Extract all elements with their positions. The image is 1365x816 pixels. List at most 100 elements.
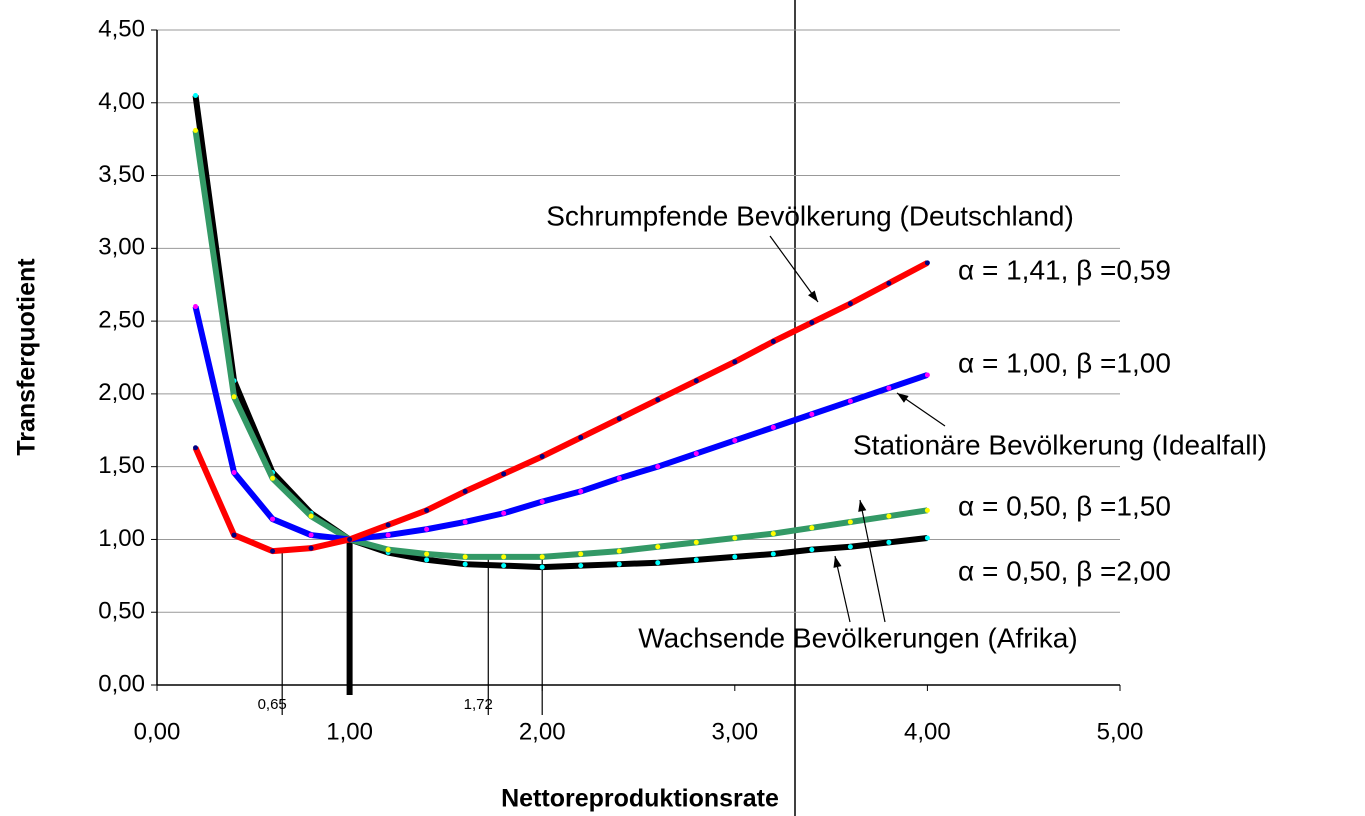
y-tick-label: 0,50 [98,598,145,625]
point-marker [270,475,276,481]
series-label: α = 0,50, β =1,50 [958,490,1171,521]
point-marker [924,260,930,266]
point-marker [924,507,930,513]
point-marker [501,563,507,569]
point-marker [308,513,314,519]
point-marker [539,554,545,560]
point-marker [578,435,584,441]
y-tick-label: 0,00 [98,670,145,697]
point-marker [578,563,584,569]
arrow-head [858,500,867,512]
point-marker [732,359,738,365]
series-line [192,260,929,555]
x-tick-label: 2,00 [519,718,566,745]
point-marker [462,519,468,525]
point-marker [693,539,699,545]
point-marker [501,554,507,560]
point-marker [193,93,199,98]
point-marker [847,301,853,307]
point-marker [770,531,776,537]
point-marker [462,554,468,560]
point-marker [847,519,853,525]
point-marker [693,557,699,563]
arrow-line [769,235,819,303]
y-tick-label: 3,50 [98,161,145,188]
point-marker [616,548,622,554]
annotation: Stationäre Bevölkerung (Idealfall) [853,429,1267,460]
y-tick-label: 2,50 [98,306,145,333]
point-marker [385,532,391,538]
series-label: α = 1,00, β =1,00 [958,347,1171,378]
point-marker [424,507,430,513]
point-marker [308,532,314,538]
point-marker [231,532,237,538]
point-marker [193,127,199,133]
point-marker [347,536,353,542]
point-marker [385,522,391,528]
arrow-head [897,393,909,403]
reference-label: 1,72 [464,696,493,713]
point-marker [308,545,314,551]
point-marker [655,560,661,566]
point-marker [732,535,738,541]
point-marker [655,464,661,470]
reference-label: 0,65 [258,696,287,713]
point-marker [732,437,738,443]
series-line [192,130,928,560]
point-marker [424,526,430,532]
point-marker [385,547,391,553]
point-marker [847,544,853,550]
point-marker [655,397,661,403]
annotation: Wachsende Bevölkerungen (Afrika) [638,622,1077,653]
point-marker [809,411,815,417]
y-tick-label: 4,50 [98,15,145,42]
point-marker [924,535,930,541]
x-tick-label: 0,00 [134,718,181,745]
y-tick-label: 4,00 [98,88,145,115]
annotation: Schrumpfende Bevölkerung (Deutschland) [546,200,1074,231]
point-marker [770,424,776,430]
point-marker [270,548,276,554]
point-marker [616,475,622,481]
point-marker [616,561,622,567]
point-marker [809,320,815,326]
point-marker [462,561,468,567]
point-marker [655,544,661,550]
x-tick-label: 3,00 [711,718,758,745]
point-marker [578,551,584,557]
point-marker [732,554,738,560]
y-tick-label: 1,00 [98,525,145,552]
point-marker [501,471,507,477]
point-marker [693,378,699,384]
arrow-head [833,556,842,568]
point-marker [231,469,237,475]
series-label: α = 0,50, β =2,00 [958,555,1171,586]
point-marker [193,445,199,451]
y-tick-label: 3,00 [98,234,145,261]
arrow-line [859,499,886,623]
point-marker [231,394,237,400]
point-marker [424,551,430,557]
point-marker [809,547,815,553]
series-line [192,305,929,543]
point-marker [886,513,892,519]
point-marker [193,304,199,310]
point-marker [578,488,584,494]
x-tick-label: 4,00 [904,718,951,745]
point-marker [616,416,622,422]
x-tick-label: 1,00 [326,718,373,745]
point-marker [501,510,507,516]
point-marker [424,557,430,563]
point-marker [886,280,892,286]
arrow-head [808,290,818,302]
point-marker [693,451,699,457]
point-marker [539,453,545,459]
y-tick-label: 2,00 [98,379,145,406]
x-axis-title: Nettoreproduktionsrate [501,785,779,813]
y-axis-title: Transferquotient [13,258,41,456]
point-marker [539,564,545,570]
point-marker [270,516,276,522]
point-marker [886,385,892,391]
point-marker [770,551,776,557]
